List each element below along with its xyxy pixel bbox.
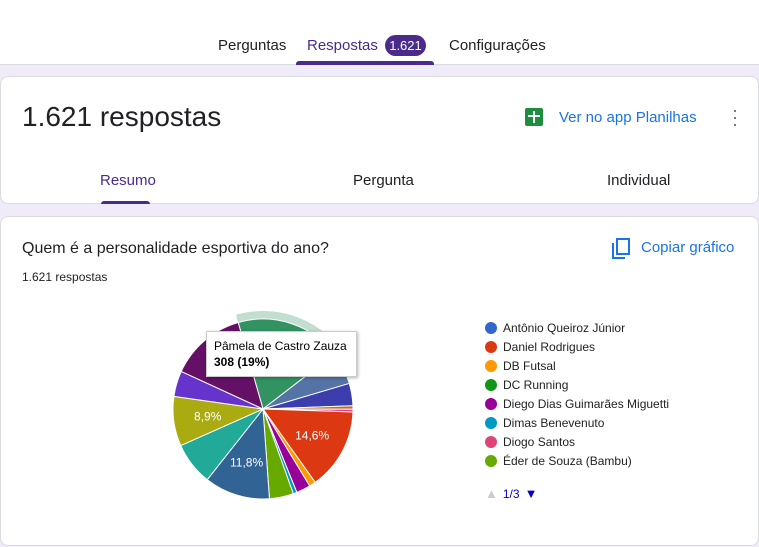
response-count: 1.621 respostas [22,270,108,284]
legend-color-dot [485,378,497,391]
legend-item[interactable]: Dimas Benevenuto [485,413,669,432]
legend-label: DB Futsal [503,358,556,373]
subtab-individual[interactable]: Individual [607,172,671,189]
page-title: 1.621 respostas [22,101,222,132]
subtab-resumo[interactable]: Resumo [100,172,156,189]
legend-label: Daniel Rodrigues [503,339,596,354]
legend-color-dot [485,454,497,467]
legend-prev-icon[interactable]: ▲ [485,486,498,501]
tab-configuracoes[interactable]: Configurações [449,37,546,54]
legend-label: Diego Dias Guimarães Miguetti [503,396,670,411]
copy-chart-button[interactable]: Copiar gráfico [641,239,735,256]
more-vert-icon[interactable]: · · · [732,100,738,134]
responses-count-badge: 1.621 [385,35,426,56]
tab-respostas[interactable]: Respostas [307,37,378,54]
legend-label: Antônio Queiroz Júnior [503,320,626,335]
slice-label: 14,6% [295,428,329,442]
google-sheets-icon[interactable] [525,108,543,126]
legend-item[interactable]: Antônio Queiroz Júnior [485,318,669,337]
legend-color-dot [485,435,497,448]
tab-perguntas[interactable]: Perguntas [218,37,287,54]
legend-item[interactable]: Daniel Rodrigues [485,337,669,356]
slice-label: 8,9% [194,410,222,424]
legend-item[interactable]: Diogo Santos [485,432,669,451]
top-tabs-bar: Perguntas Respostas 1.621 Configurações [0,0,759,65]
legend-color-dot [485,340,497,353]
tooltip-value: 308 (19%) [214,355,270,369]
tooltip-name: Pâmela de Castro Zauza [214,339,347,353]
legend-color-dot [485,397,497,410]
copy-icon[interactable] [611,238,631,260]
question-title: Quem é a personalidade esportiva do ano? [22,240,329,257]
responses-header-card: 1.621 respostas Ver no app Planilhas · · ·… [0,76,759,204]
pie-slice[interactable] [262,408,354,484]
legend-item[interactable]: Diego Dias Guimarães Miguetti [485,394,669,413]
pie-chart: 14,6% 11,8% 8,9% [172,311,354,500]
slice-label: 11,8% [230,455,263,469]
chart-tooltip: Pâmela de Castro Zauza 308 (19%) [206,331,357,377]
pie-slice[interactable] [206,407,270,500]
active-tab-indicator [296,61,434,65]
legend-label: DC Running [503,377,569,392]
legend-item[interactable]: DC Running [485,375,669,394]
legend-item[interactable]: Éder de Souza (Bambu) [485,451,669,470]
legend-label: Dimas Benevenuto [503,415,605,430]
legend-color-dot [485,321,497,334]
view-in-sheets-link[interactable]: Ver no app Planilhas [559,109,697,126]
subtab-pergunta[interactable]: Pergunta [353,172,414,189]
legend-color-dot [485,359,497,372]
legend-next-icon[interactable]: ▼ [524,486,538,501]
active-subtab-indicator [101,201,150,204]
legend-pager: ▲ 1/3 ▼ [485,486,537,501]
legend-label: Diogo Santos [503,434,576,449]
question-summary-card: Quem é a personalidade esportiva do ano?… [0,216,759,546]
legend-page-number: 1/3 [502,486,520,501]
legend-label: Éder de Souza (Bambu) [503,453,632,468]
legend-item[interactable]: DB Futsal [485,356,669,375]
chart-legend: Antônio Queiroz Júnior Daniel Rodrigues DB… [485,318,669,470]
legend-color-dot [485,416,497,429]
